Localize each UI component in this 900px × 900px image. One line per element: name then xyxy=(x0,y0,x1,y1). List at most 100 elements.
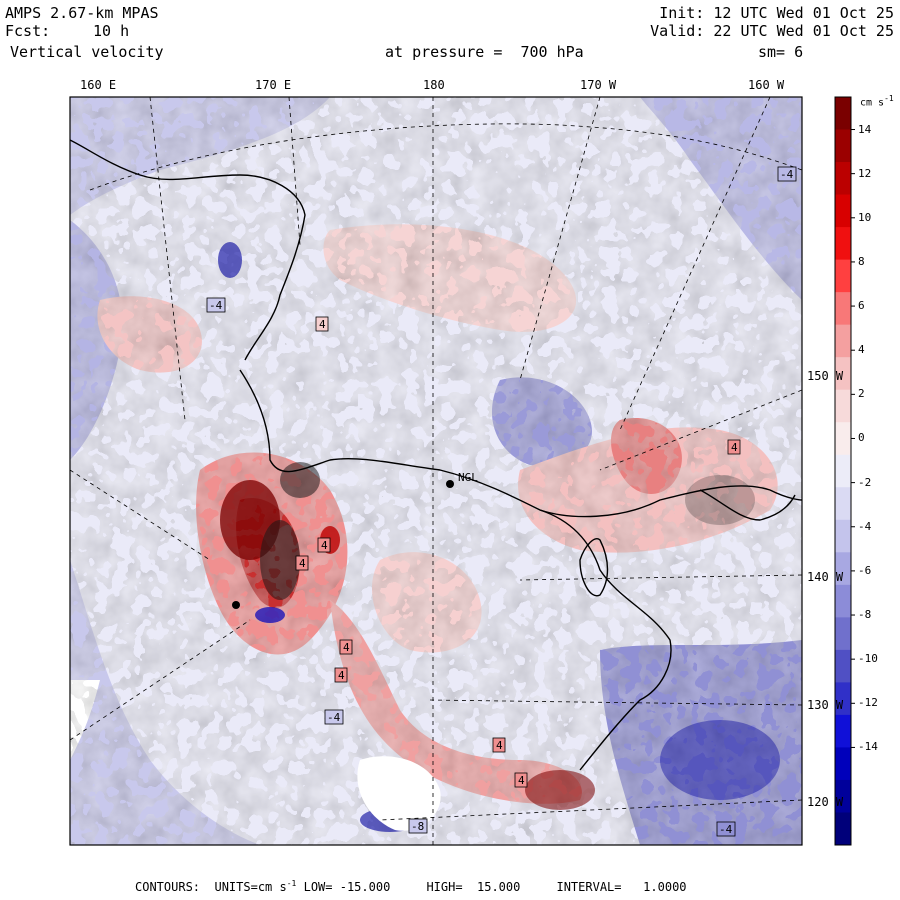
contour-label-text: -4 xyxy=(327,711,341,724)
lon-label-170w: 170 W xyxy=(580,78,617,92)
contour-label: 4 xyxy=(295,555,309,571)
colorbar-swatch xyxy=(835,389,851,423)
colorbar-tick-label: 4 xyxy=(858,343,865,357)
contour-label: 4 xyxy=(315,316,329,332)
colorbar-tick-label: 6 xyxy=(858,299,865,313)
contour-label-text: -4 xyxy=(209,299,223,312)
colorbar-units-exponent: -1 xyxy=(884,94,894,103)
footer-low: LOW= -15.000 xyxy=(303,880,391,894)
contour-label: 4 xyxy=(492,737,506,753)
valid-time: Valid: 22 UTC Wed 01 Oct 25 xyxy=(650,22,894,40)
colorbar-tick-label: -14 xyxy=(858,740,878,754)
contour-label-text: -8 xyxy=(411,820,424,833)
colorbar-tick-label: -10 xyxy=(858,652,878,666)
field-name: Vertical velocity xyxy=(10,43,164,61)
contour-summary: CONTOURS: UNITS=cm s-1 LOW= -15.000 HIGH… xyxy=(135,879,687,894)
smoothing-value: sm= 6 xyxy=(758,43,804,61)
contour-label-text: 4 xyxy=(299,557,306,570)
colorbar-swatch xyxy=(835,779,851,813)
colorbar-swatch xyxy=(835,324,851,358)
colorbar-tick-label: 10 xyxy=(858,210,872,224)
contour-labels: 4 4 4 4 4 4 4 4 xyxy=(206,166,797,837)
lon-label-170e: 170 E xyxy=(255,78,292,92)
map-field xyxy=(70,97,802,845)
lat-label-130w: 130 W xyxy=(807,698,844,712)
colorbar-swatch xyxy=(835,162,851,196)
colorbar xyxy=(835,97,855,846)
contour-label-text: 4 xyxy=(338,669,345,682)
contour-label: -4 xyxy=(716,821,736,837)
forecast-label: Fcst: xyxy=(5,22,51,40)
colorbar-swatch xyxy=(835,357,851,391)
colorbar-tick-label: -8 xyxy=(858,608,872,622)
footer-contours: CONTOURS: xyxy=(135,880,201,894)
intense-cells xyxy=(218,242,780,832)
contour-label: 4 xyxy=(334,667,348,683)
footer-high: HIGH= 15.000 xyxy=(426,880,521,894)
pressure-level: at pressure = 700 hPa xyxy=(385,43,584,61)
colorbar-units: cm s-1 xyxy=(860,94,894,108)
colorbar-swatch xyxy=(835,227,851,261)
colorbar-swatch xyxy=(835,519,851,553)
colorbar-frame xyxy=(834,96,852,846)
lon-label-160w: 160 W xyxy=(748,78,785,92)
station-label: NGL xyxy=(458,471,478,484)
colorbar-tick-label: -12 xyxy=(858,696,878,710)
colorbar-swatch xyxy=(835,617,851,651)
colorbar-tick-label: -2 xyxy=(858,475,872,489)
contour-label-text: 4 xyxy=(319,318,326,331)
contour-label-text: -4 xyxy=(780,168,794,181)
contour-label: -4 xyxy=(206,297,226,313)
coastline xyxy=(70,139,802,771)
colorbar-swatch xyxy=(835,129,851,163)
colorbar-swatch xyxy=(835,682,851,716)
colorbar-swatch xyxy=(835,552,851,586)
colorbar-swatch xyxy=(835,747,851,781)
contour-label: 4 xyxy=(727,439,741,455)
colorbar-swatch xyxy=(835,714,851,748)
footer-units: UNITS=cm s xyxy=(214,880,287,894)
colorbar-units-text: cm s xyxy=(860,97,885,109)
colorbar-tick-label: 2 xyxy=(858,387,865,401)
footer-units-exponent: -1 xyxy=(286,879,297,888)
station-marker xyxy=(232,601,240,609)
contour-label-text: 4 xyxy=(343,641,350,654)
contour-label-text: 4 xyxy=(321,539,328,552)
colorbar-swatch xyxy=(835,194,851,228)
contour-label-text: 4 xyxy=(496,739,503,752)
colorbar-swatch xyxy=(835,292,851,326)
colorbar-swatch xyxy=(835,487,851,521)
contour-label: -8 xyxy=(408,818,428,834)
field-texture xyxy=(70,97,802,845)
model-title: AMPS 2.67-km MPAS xyxy=(5,4,159,22)
colorbar-tick-label: 8 xyxy=(858,254,865,268)
contour-label: 4 xyxy=(514,772,528,788)
colorbar-swatch xyxy=(835,454,851,488)
contour-label: 4 xyxy=(317,537,331,553)
contour-label-text: -4 xyxy=(719,823,733,836)
lat-label-120w: 120 W xyxy=(807,795,844,809)
contour-label: 4 xyxy=(339,639,353,655)
colorbar-tick-label: 0 xyxy=(858,431,865,445)
colorbar-tick-label: -6 xyxy=(858,563,872,577)
colorbar-swatch xyxy=(835,812,851,846)
lat-label-150w: 150 W xyxy=(807,369,844,383)
map-frame xyxy=(69,96,803,846)
contour-label: -4 xyxy=(777,166,797,182)
lon-label-160e: 160 E xyxy=(80,78,117,92)
contour-label-text: 4 xyxy=(518,774,525,787)
contour-label-text: 4 xyxy=(731,441,738,454)
init-time: Init: 12 UTC Wed 01 Oct 25 xyxy=(659,4,894,22)
colorbar-swatch xyxy=(835,259,851,293)
colorbar-tick-label: 14 xyxy=(858,122,872,136)
colorbar-swatch xyxy=(835,422,851,456)
footer-interval: INTERVAL= 1.0000 xyxy=(556,880,687,894)
forecast-hour: 10 h xyxy=(93,22,130,40)
colorbar-swatch xyxy=(835,584,851,618)
station-marker xyxy=(446,480,454,488)
lon-label-180: 180 xyxy=(423,78,445,92)
lat-label-140w: 140 W xyxy=(807,570,844,584)
field-region-missing xyxy=(357,756,441,831)
colorbar-tick-label: 12 xyxy=(858,166,872,180)
